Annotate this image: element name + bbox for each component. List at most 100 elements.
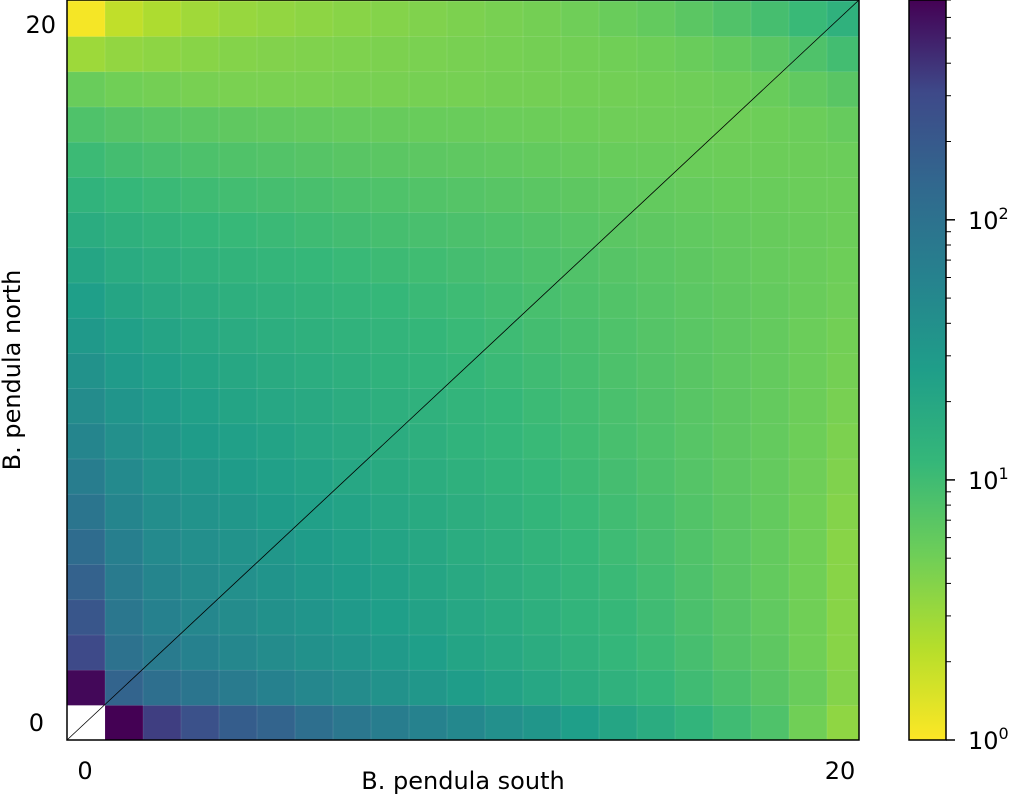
heatmap-cell (674, 563, 714, 601)
heatmap-cell (408, 352, 448, 389)
heatmap-cell (865, 247, 904, 283)
heatmap-cell (598, 352, 638, 389)
heatmap-cell (826, 704, 859, 740)
heatmap-cell (865, 388, 904, 424)
heatmap-cell (142, 70, 182, 108)
heatmap-cell (712, 282, 752, 319)
heatmap-cell (446, 563, 486, 601)
heatmap-cell (826, 387, 859, 425)
heatmap-cell (598, 563, 638, 601)
heatmap-cell (598, 317, 638, 354)
heatmap-cell (104, 282, 144, 319)
heatmap-cell (560, 387, 600, 425)
heatmap-cell (256, 634, 296, 671)
heatmap-cell (67, 317, 106, 354)
heatmap-cell (218, 352, 258, 389)
heatmap-cell (332, 387, 372, 425)
heatmap-cell (332, 563, 372, 601)
heatmap-cell (218, 246, 258, 284)
heatmap-cell (67, 528, 106, 565)
heatmap-cell (180, 141, 220, 178)
heatmap-cell (560, 317, 600, 354)
heatmap-cell (712, 106, 752, 143)
heatmap-cell (674, 704, 714, 740)
heatmap-cell (598, 387, 638, 425)
heatmap-cell (332, 246, 372, 284)
heatmap-cell (294, 141, 334, 178)
heatmap-cell (674, 458, 714, 495)
heatmap-cell (712, 598, 752, 636)
heatmap-cell (408, 528, 448, 565)
heatmap-cell (446, 106, 486, 143)
heatmap-cell (826, 0, 859, 37)
heatmap-cell (332, 141, 372, 178)
heatmap-cell (674, 669, 714, 706)
heatmap-cell (408, 317, 448, 354)
heatmap-cell (67, 141, 106, 178)
heatmap-cell (142, 422, 182, 460)
heatmap-cell (294, 35, 334, 73)
heatmap-cell (67, 70, 106, 108)
heatmap-cell (674, 528, 714, 565)
heatmap-cell (750, 352, 790, 389)
heatmap-cell (788, 35, 828, 73)
heatmap-cell (674, 352, 714, 389)
heatmap-cell (104, 141, 144, 178)
heatmap-cell (256, 422, 296, 460)
heatmap-cell (294, 528, 334, 565)
heatmap-cell (104, 493, 144, 530)
heatmap-cell (218, 422, 258, 460)
heatmap-cell (332, 528, 372, 565)
heatmap-cell (408, 669, 448, 706)
heatmap-cell (788, 70, 828, 108)
heatmap-cell (332, 176, 372, 213)
heatmap-cell (788, 0, 828, 37)
heatmap-cell (865, 1, 904, 37)
heatmap-cell (256, 669, 296, 706)
heatmap-cell (446, 387, 486, 425)
heatmap-cell (180, 669, 220, 706)
heatmap-cell (560, 106, 600, 143)
heatmap-cell (180, 598, 220, 636)
heatmap-cell (674, 70, 714, 108)
heatmap-cell (484, 458, 524, 495)
heatmap-cell (370, 141, 410, 178)
heatmap-cell (104, 317, 144, 354)
heatmap-cell (826, 458, 859, 495)
heatmap-cell (826, 422, 859, 460)
heatmap-cell (598, 282, 638, 319)
heatmap-cell (408, 176, 448, 213)
heatmap-cell (712, 704, 752, 740)
heatmap-cell (560, 0, 600, 37)
heatmap-cell (256, 458, 296, 495)
heatmap-cell (256, 387, 296, 425)
heatmap-cell (370, 211, 410, 249)
heatmap-cell (484, 598, 524, 636)
heatmap-cell (67, 634, 106, 671)
heatmap-cell (636, 704, 676, 740)
heatmap-cell (560, 176, 600, 213)
heatmap-cell (218, 493, 258, 530)
heatmap-cell (67, 106, 106, 143)
heatmap-cell (750, 634, 790, 671)
heatmap-cell (674, 0, 714, 37)
heatmap-cell (142, 528, 182, 565)
heatmap-cell (712, 70, 752, 108)
heatmap-cell (484, 493, 524, 530)
heatmap-cell (598, 70, 638, 108)
heatmap-cell (598, 35, 638, 73)
heatmap-cell (67, 387, 106, 425)
heatmap-cell (522, 704, 562, 740)
heatmap-cell (256, 141, 296, 178)
heatmap-cell (636, 176, 676, 213)
heatmap-cell (788, 598, 828, 636)
heatmap-cell (826, 211, 859, 249)
heatmap-cell (332, 704, 372, 740)
heatmap-cell (332, 106, 372, 143)
y-tick-label-bottom: 0 (29, 709, 44, 737)
heatmap-cell (865, 564, 904, 600)
heatmap-cell (560, 35, 600, 73)
heatmap-cell (370, 35, 410, 73)
heatmap-cell (750, 493, 790, 530)
heatmap-cell (446, 176, 486, 213)
